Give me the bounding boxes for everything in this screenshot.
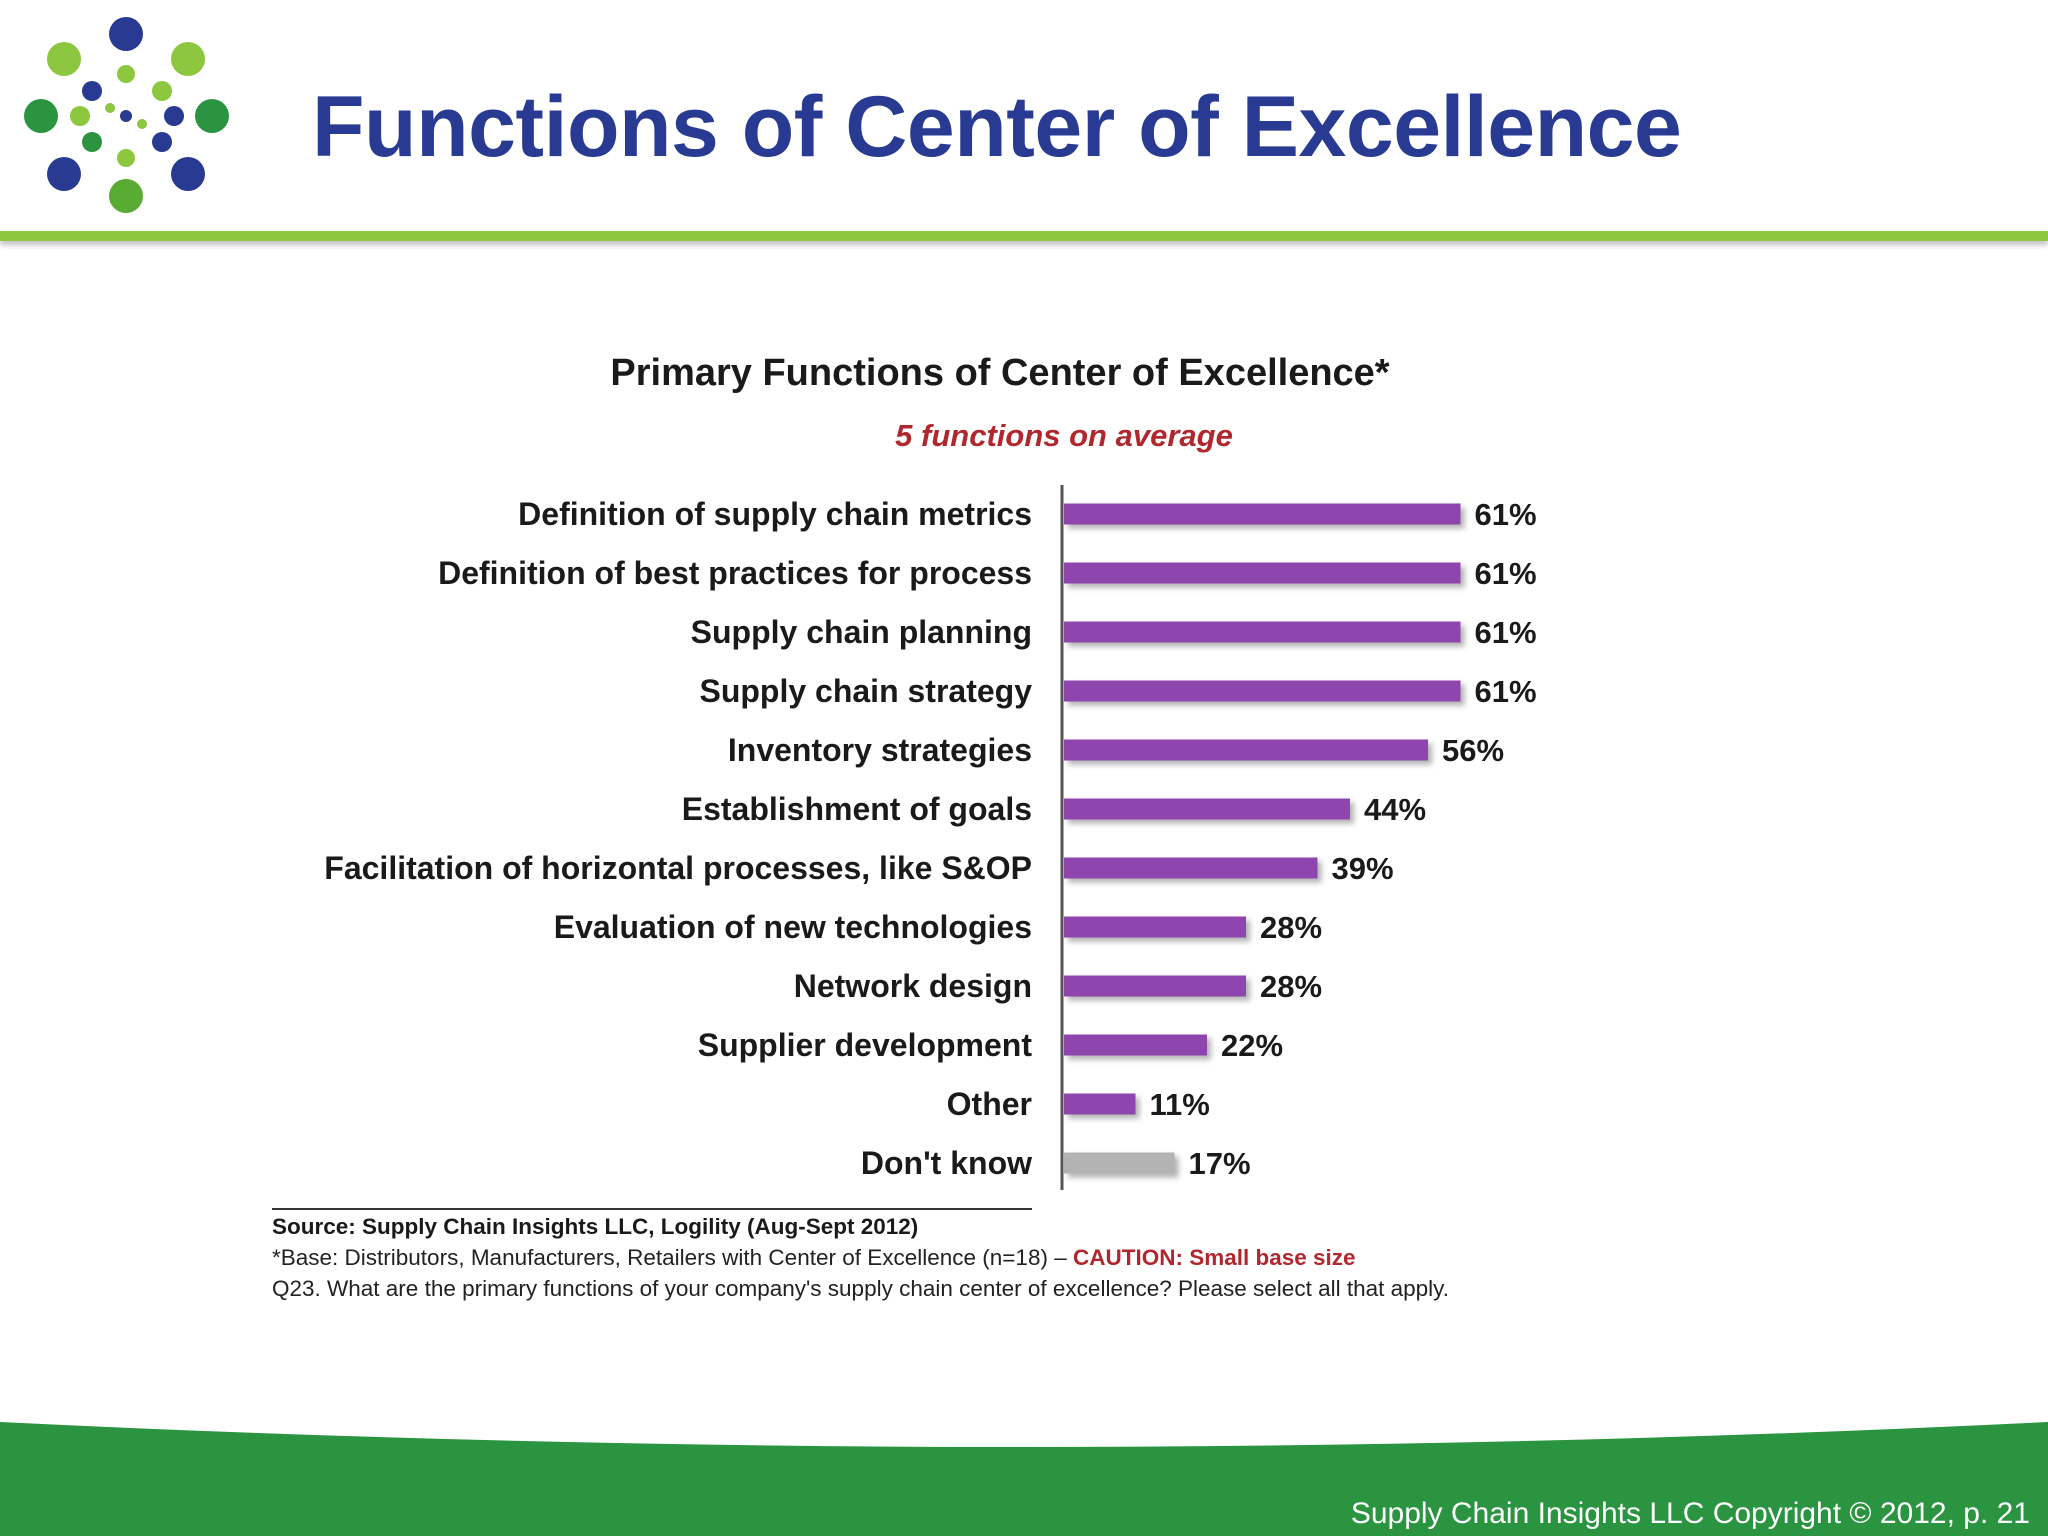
bar [1064, 1034, 1207, 1056]
footer-band [0, 1422, 2048, 1536]
bars-layer: Definition of supply chain metrics 61% Def… [324, 496, 1536, 1181]
category-label: Other [947, 1086, 1032, 1122]
bar [1064, 975, 1246, 997]
bar-value-label: 11% [1150, 1087, 1210, 1122]
bar-value-label: 56% [1442, 733, 1504, 768]
category-label: Supply chain strategy [699, 673, 1032, 709]
source-text: Source: Supply Chain Insights LLC, Logil… [272, 1214, 919, 1239]
company-logo [24, 17, 229, 213]
chart-title: Primary Functions of Center of Excellenc… [610, 352, 1390, 394]
bar-value-label: 17% [1189, 1146, 1251, 1181]
base-text: *Base: Distributors, Manufacturers, Reta… [272, 1245, 1073, 1270]
bar [1064, 798, 1350, 820]
bar-value-label: 61% [1475, 674, 1537, 709]
bar-value-label: 39% [1332, 851, 1394, 886]
bar-value-label: 61% [1475, 556, 1537, 591]
bar-value-label: 22% [1221, 1028, 1283, 1063]
category-label: Evaluation of new technologies [554, 909, 1032, 945]
bar-value-label: 44% [1364, 792, 1426, 827]
bar [1064, 562, 1461, 584]
caution-text: CAUTION: Small base size [1072, 1245, 1356, 1270]
bar [1064, 621, 1461, 643]
category-label: Definition of best practices for process [438, 555, 1032, 591]
source-note: Source: Supply Chain Insights LLC, Logil… [272, 1214, 918, 1240]
slide-title: Functions of Center of Excellence [312, 79, 1682, 175]
logo-dots [24, 17, 229, 213]
title-divider [0, 231, 2048, 241]
base-note: *Base: Distributors, Manufacturers, Reta… [272, 1245, 1356, 1271]
category-label: Facilitation of horizontal processes, li… [324, 850, 1032, 886]
source-divider [272, 1208, 1032, 1210]
category-label: Network design [794, 968, 1032, 1004]
bar [1064, 739, 1428, 761]
category-label: Inventory strategies [728, 732, 1032, 768]
category-label: Don't know [861, 1145, 1032, 1181]
bar [1064, 857, 1318, 879]
bar [1064, 680, 1461, 702]
chart-subtitle: 5 functions on average [895, 418, 1233, 453]
bar [1064, 1152, 1175, 1174]
bar-value-label: 28% [1260, 969, 1322, 1004]
category-label: Establishment of goals [682, 791, 1032, 827]
bar-value-label: 28% [1260, 910, 1322, 945]
bar-value-label: 61% [1475, 497, 1537, 532]
bar [1064, 916, 1246, 938]
question-note: Q23. What are the primary functions of y… [272, 1276, 1449, 1301]
bar [1064, 1093, 1136, 1115]
bar [1064, 503, 1461, 525]
category-label: Supply chain planning [691, 614, 1032, 650]
bar-value-label: 61% [1475, 615, 1537, 650]
category-label: Definition of supply chain metrics [518, 496, 1032, 532]
category-label: Supplier development [698, 1027, 1033, 1063]
footer-copyright: Supply Chain Insights LLC Copyright © 20… [1350, 1497, 2030, 1530]
